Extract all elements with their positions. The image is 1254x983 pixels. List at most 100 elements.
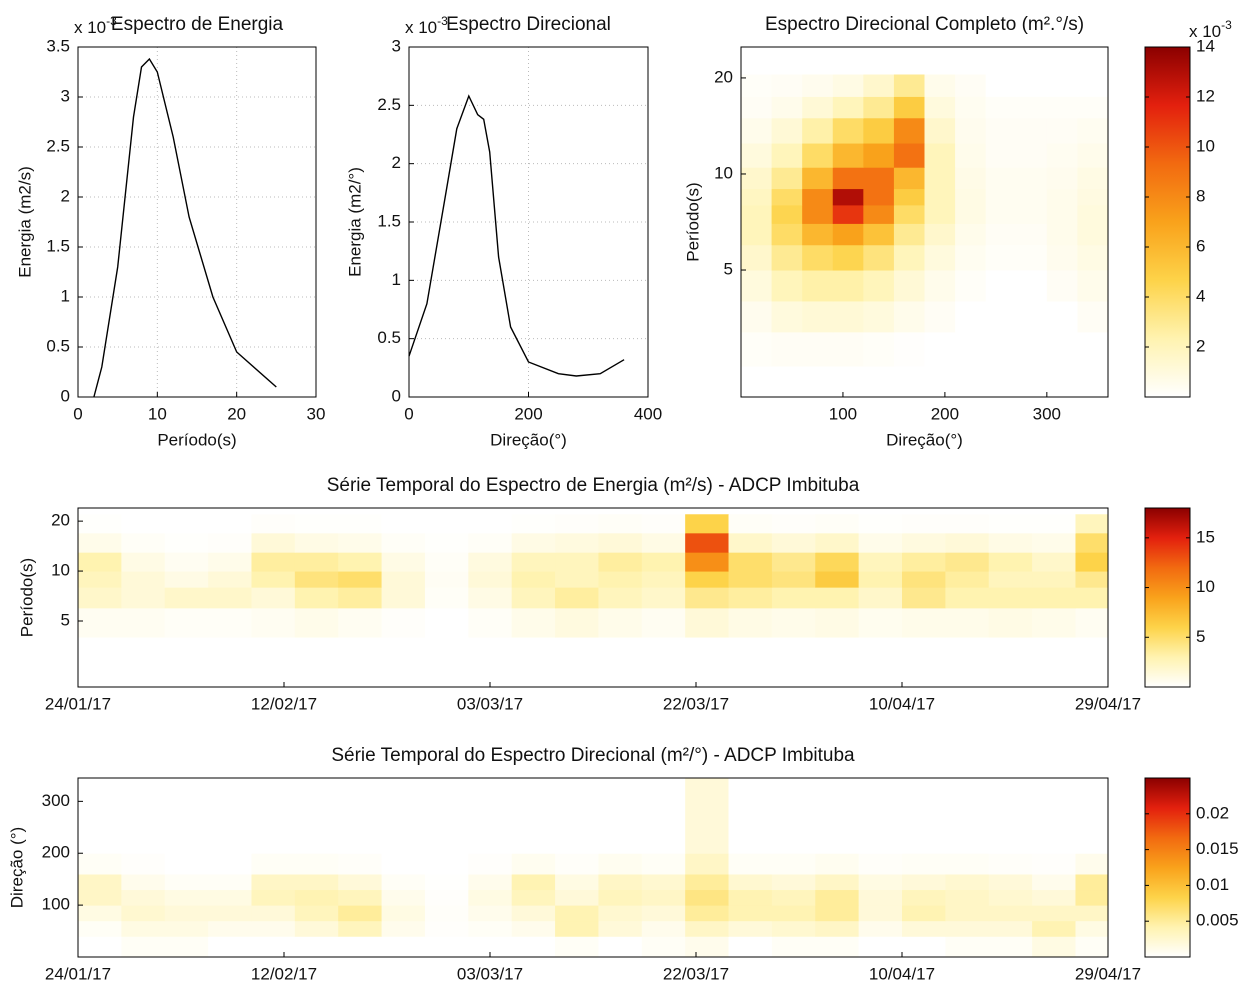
heatmap-cell (598, 920, 643, 937)
heatmap-cell (555, 571, 599, 588)
heatmap-cell (78, 936, 122, 957)
heatmap-cell (338, 936, 383, 957)
heatmap-cell (1077, 74, 1108, 97)
heatmap-cell (598, 571, 643, 588)
heatmap-cell (955, 117, 987, 144)
chart-title: Espectro Direcional Completo (m².°/s) (765, 14, 1084, 35)
heatmap-cell (511, 514, 556, 534)
heatmap-cell (858, 532, 903, 553)
colorbar-tick-label: 0.02 (1196, 803, 1229, 822)
heatmap-cell (815, 905, 860, 922)
heatmap-cell (1046, 188, 1078, 206)
heatmap-cell (685, 905, 730, 922)
colorbar (1144, 777, 1191, 958)
heatmap-cell (164, 873, 209, 891)
heatmap-cell (815, 587, 860, 609)
heatmap-cell (1032, 514, 1076, 534)
y-tick-label: 2.5 (377, 95, 401, 114)
heatmap-cell (815, 532, 860, 553)
heatmap-cell (1046, 270, 1078, 302)
heatmap-cell (164, 552, 209, 572)
heatmap-cell (338, 889, 383, 906)
heatmap-cell (893, 188, 925, 206)
heatmap-cell (985, 300, 1017, 333)
heatmap-cell (1016, 244, 1048, 271)
heatmap-cell (858, 905, 903, 922)
heatmap-cell (1075, 552, 1108, 572)
heatmap-cell (945, 889, 990, 906)
heatmap-cell (802, 96, 834, 119)
heatmap-cell (598, 607, 643, 638)
heatmap-cell (858, 552, 903, 572)
y-tick-label: 0 (392, 386, 401, 405)
y-tick-label: 2 (392, 153, 401, 172)
plot-frame (77, 507, 1109, 688)
heatmap-cell (468, 920, 513, 937)
heatmap-cell (728, 552, 773, 572)
x-tick-label: 10 (148, 404, 167, 423)
heatmap-cell (863, 96, 895, 119)
y-tick-label: 2 (61, 186, 70, 205)
heatmap-cell (511, 936, 556, 957)
heatmap-cell (555, 873, 599, 891)
heatmap-cell (802, 244, 834, 271)
colorbar (1144, 46, 1191, 398)
heatmap-cell (685, 889, 730, 906)
heatmap-cell (511, 571, 556, 588)
heatmap-cell (555, 889, 599, 906)
heatmap-cell (641, 853, 686, 875)
heatmap-cell (741, 270, 773, 302)
heatmap-cell (78, 514, 122, 534)
heatmap-cell (832, 270, 864, 302)
heatmap-cell (924, 74, 956, 97)
heatmap-cell (902, 571, 946, 588)
heatmap-cell (511, 905, 556, 922)
heatmap-cell (858, 607, 903, 638)
x-tick-label: 400 (634, 404, 662, 423)
heatmap-cell (208, 873, 252, 891)
y-tick-label: 1 (392, 270, 401, 289)
heatmap-cell (988, 920, 1033, 937)
x-tick-label: 03/03/17 (457, 964, 523, 983)
heatmap-cell (741, 244, 773, 271)
heatmap-cell (424, 571, 469, 588)
heatmap-cell (815, 607, 860, 638)
heatmap-cell (424, 853, 469, 875)
heatmap-cell (802, 300, 834, 333)
heatmap-cell (121, 607, 166, 638)
heatmap-cells (741, 74, 1108, 367)
heatmap-cell (863, 223, 895, 246)
heatmap-cell (902, 607, 946, 638)
heatmap-cell (164, 571, 209, 588)
heatmap-cell (741, 300, 773, 333)
heatmap-cell (294, 778, 339, 854)
heatmap-cell (1032, 920, 1076, 937)
heatmap-cell (832, 117, 864, 144)
y-tick-label: 5 (61, 610, 70, 629)
colorbar (1144, 507, 1191, 688)
heatmap-cell (728, 920, 773, 937)
heatmap-cell (1016, 223, 1048, 246)
x-axis-label: Período(s) (157, 430, 236, 449)
y-tick-label: 10 (51, 561, 70, 580)
heatmap-cell (728, 778, 773, 854)
heatmap-cell (424, 889, 469, 906)
heatmap-cell (338, 514, 383, 534)
colorbar-tick-label: 0.01 (1196, 875, 1229, 894)
heatmap-cell (511, 873, 556, 891)
heatmap-cell (815, 853, 860, 875)
heatmap-cell (1046, 143, 1078, 168)
heatmap-cell (893, 204, 925, 224)
heatmap-cell (988, 571, 1033, 588)
heatmap-cell (381, 936, 426, 957)
heatmap-cell (598, 936, 643, 957)
heatmap-cell (1046, 96, 1078, 119)
heatmap-cell (802, 270, 834, 302)
heatmap-cell (164, 936, 209, 957)
heatmap-cell (863, 143, 895, 168)
heatmap-cell (164, 607, 209, 638)
heatmap-cell (1032, 587, 1076, 609)
y-tick-label: 300 (42, 791, 70, 810)
chart-title: Espectro Direcional (446, 14, 611, 35)
heatmap-cell (988, 778, 1033, 854)
